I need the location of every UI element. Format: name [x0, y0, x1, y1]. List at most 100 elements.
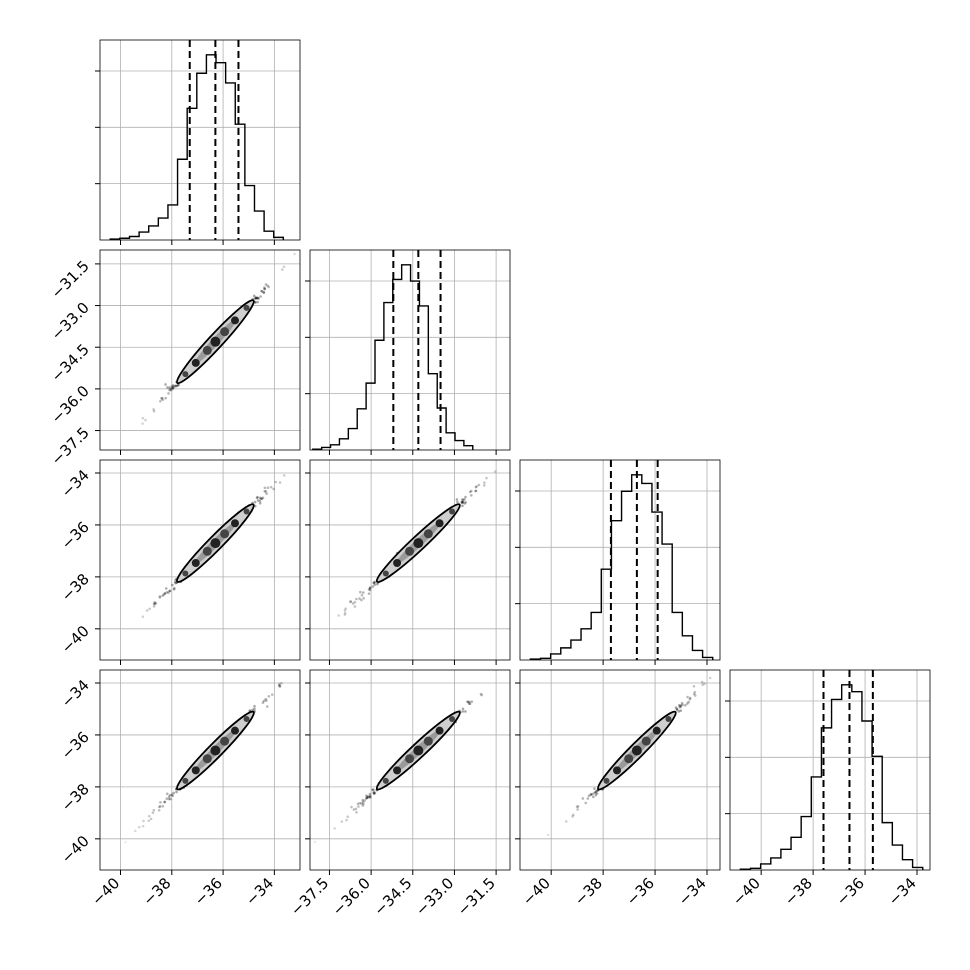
scatter-point	[173, 580, 177, 584]
scatter-point	[160, 396, 164, 400]
x-tick-label: −34.5	[370, 874, 415, 919]
scatter-point	[333, 827, 336, 830]
x-tick-label: −36.0	[329, 874, 374, 919]
scatter-point	[367, 796, 370, 799]
scatter-point	[366, 795, 370, 798]
scatter-point	[461, 499, 465, 502]
x-tick-label: −36	[833, 874, 868, 909]
scatter-point	[368, 588, 372, 592]
scatter-point	[158, 805, 162, 808]
scatter-point	[468, 700, 471, 704]
scatter-point	[141, 615, 145, 619]
scatter-point	[361, 591, 365, 594]
scatter-point	[168, 386, 171, 389]
scatter-point	[169, 797, 172, 801]
scatter-point	[589, 793, 593, 796]
panel-frame	[309, 459, 511, 661]
scatter-point	[262, 291, 266, 294]
scatter-point	[124, 840, 127, 844]
y-tick-label: −40	[58, 832, 93, 867]
density-core	[202, 754, 212, 764]
histogram-step	[312, 264, 474, 450]
scatter-point	[149, 817, 153, 821]
scatter-point	[142, 819, 145, 823]
scatter-point	[159, 399, 162, 403]
density-core	[182, 777, 189, 784]
scatter-point	[274, 480, 278, 484]
scatter-point	[266, 486, 270, 490]
scatter-point	[355, 811, 358, 814]
panel-frame	[99, 669, 301, 871]
scatter-point	[474, 489, 478, 493]
scatter-point	[586, 797, 590, 800]
x-tick-label: −34	[242, 874, 277, 909]
density-core	[202, 546, 212, 556]
scatter-point	[263, 486, 267, 490]
scatter-point	[373, 791, 377, 795]
density-core	[449, 715, 456, 722]
density-core	[393, 558, 402, 567]
density-core	[243, 304, 250, 311]
scatter-point	[679, 704, 682, 707]
density-core	[191, 558, 200, 567]
scatter-point	[254, 296, 257, 300]
scatter-point	[371, 585, 375, 588]
hist-panel-1	[305, 249, 511, 455]
scatter-point	[468, 490, 472, 494]
scatter-point	[162, 593, 165, 596]
scatter-point	[170, 386, 174, 390]
scatter-point	[680, 701, 684, 705]
x-tick-label: −31.5	[454, 874, 499, 919]
scatter-point	[464, 495, 467, 499]
panel-frame	[519, 669, 721, 871]
scatter-point	[171, 384, 175, 387]
density-core	[243, 715, 250, 722]
scatter-point	[168, 793, 172, 797]
scatter-point	[686, 702, 689, 705]
scatter-point	[163, 592, 167, 595]
x-tick-label: −33.0	[412, 874, 457, 919]
scatter-point	[360, 802, 363, 805]
scatter-point	[368, 795, 372, 799]
scatter-point	[461, 504, 464, 508]
scatter-point	[677, 703, 681, 707]
density-core	[405, 754, 415, 764]
scatter-point	[463, 498, 466, 501]
scatter-point	[161, 804, 165, 808]
scatter-point	[163, 800, 166, 804]
scatter-point	[144, 418, 147, 422]
y-tick-label: −33.0	[48, 299, 93, 344]
scatter-point	[358, 801, 362, 805]
scatter-point	[280, 681, 283, 685]
density-core	[423, 529, 433, 539]
y-tick-label: −34.5	[48, 340, 93, 385]
density-core	[423, 736, 433, 746]
scatter-point	[256, 495, 259, 499]
scatter-point	[701, 683, 704, 687]
scatter-point	[367, 587, 371, 591]
density-core	[413, 745, 424, 756]
scatter-point	[344, 607, 347, 610]
scatter-point	[469, 489, 473, 493]
scatter-point	[594, 790, 597, 794]
scatter-point	[313, 840, 317, 844]
scatter-point	[255, 296, 258, 300]
scatter-point	[467, 702, 471, 705]
scatter-point	[265, 699, 268, 702]
scatter-point	[466, 700, 469, 703]
scatter-point	[264, 490, 268, 493]
density-core	[631, 745, 642, 756]
scatter-point	[368, 586, 372, 590]
scatter-point	[595, 792, 599, 795]
scatter-point	[248, 709, 252, 712]
density-core	[243, 508, 250, 515]
histogram-step	[739, 684, 924, 870]
scatter-point	[263, 489, 267, 493]
scatter-point	[261, 496, 265, 500]
hist-panel-3: −40 −38 −36 −34	[725, 669, 931, 909]
panel-frame	[99, 459, 301, 661]
scatter-point	[353, 600, 357, 604]
density-core	[435, 519, 444, 528]
density-core	[202, 345, 212, 355]
scatter-point	[174, 384, 177, 388]
